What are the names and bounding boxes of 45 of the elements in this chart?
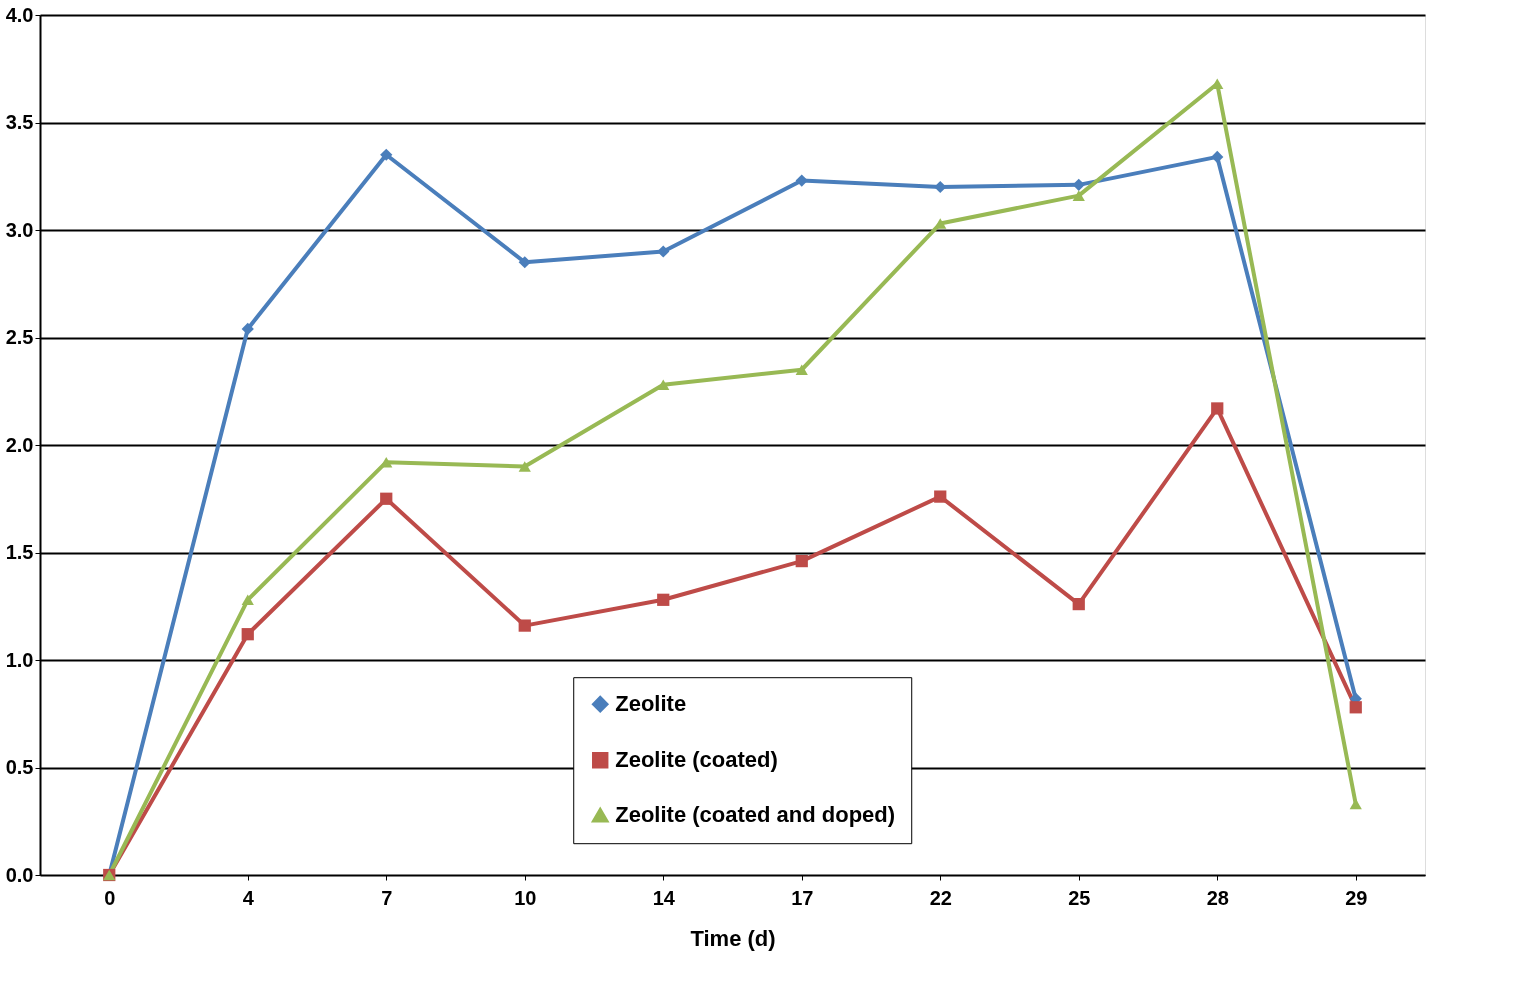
point (1349, 701, 1362, 714)
y-tick-label: 1.0 (5, 648, 34, 671)
x-tick-label: 0 (104, 886, 116, 909)
point (657, 593, 670, 606)
point (1211, 150, 1224, 164)
point (518, 256, 531, 269)
legend-label: Zeolite (615, 691, 687, 717)
point (380, 148, 393, 161)
x-tick-label: 4 (242, 886, 255, 909)
y-tick-label: 0.0 (5, 863, 34, 886)
point (795, 174, 808, 187)
x-tick-label: 28 (1206, 886, 1229, 909)
y-tick-label: 2.0 (5, 433, 34, 456)
point (1072, 597, 1085, 611)
point (934, 218, 947, 229)
point (380, 492, 393, 505)
point (657, 245, 670, 258)
x-tick-label: 22 (929, 886, 952, 909)
y-tick-label: 3.0 (5, 218, 34, 241)
y-tick-label: 4.0 (5, 3, 34, 26)
point (657, 379, 670, 391)
y-tick-label: 1.5 (5, 541, 34, 563)
point (241, 594, 254, 606)
x-tick-label: 10 (514, 886, 537, 909)
x-tick-label: 17 (791, 886, 814, 909)
point (934, 490, 947, 503)
legend-label: Zeolite (coated and doped) (615, 802, 896, 828)
y-tick-label: 2.5 (5, 326, 34, 348)
x-tick-label: 29 (1345, 886, 1368, 909)
point (241, 628, 254, 641)
point (518, 619, 531, 632)
x-tick-label: 25 (1068, 886, 1091, 909)
point (241, 322, 254, 336)
x-axis-title: Time (d) (690, 925, 776, 951)
y-tick-label: 3.5 (5, 111, 34, 133)
point (795, 554, 808, 568)
point (1211, 402, 1224, 415)
point (518, 461, 531, 472)
x-tick-label: 7 (381, 886, 393, 909)
legend-label: Zeolite (coated) (615, 747, 778, 773)
point (1072, 190, 1085, 201)
y-tick-label: 0.5 (5, 756, 34, 778)
point (795, 364, 808, 376)
x-tick-label: 14 (652, 886, 676, 909)
point (934, 180, 947, 194)
